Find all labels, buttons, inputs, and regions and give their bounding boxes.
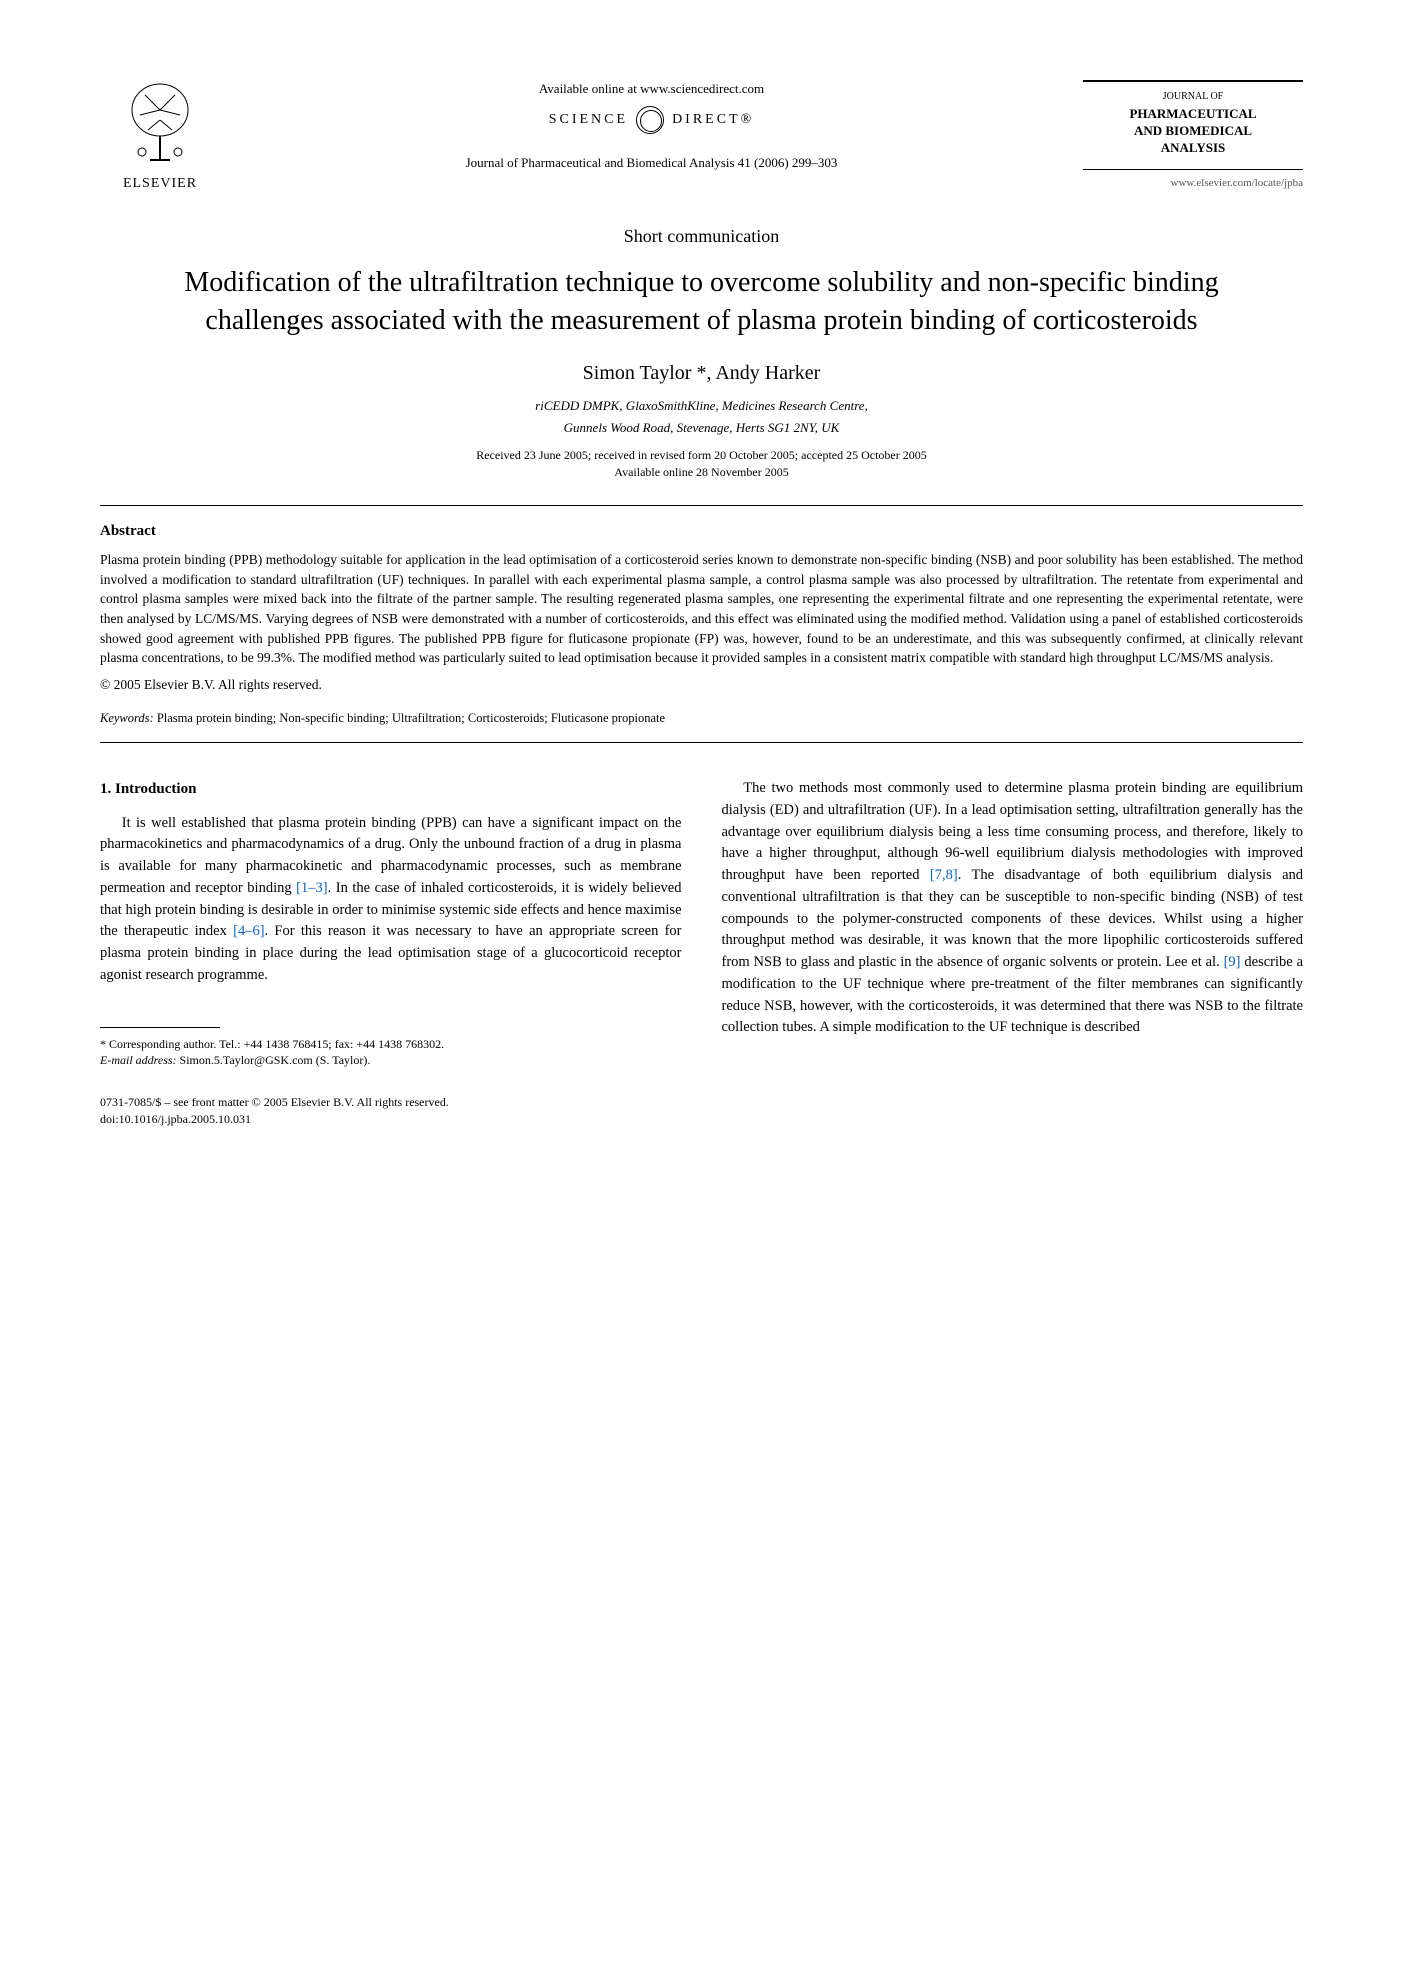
email-value: Simon.5.Taylor@GSK.com (S. Taylor). xyxy=(177,1053,371,1067)
journal-box-top: JOURNAL OF xyxy=(1103,90,1283,104)
rule-below-keywords xyxy=(100,742,1303,743)
column-right: The two methods most commonly used to de… xyxy=(722,778,1304,1069)
journal-box-line2: AND BIOMEDICAL xyxy=(1103,123,1283,140)
doi: doi:10.1016/j.jpba.2005.10.031 xyxy=(100,1111,1303,1128)
available-online-text: Available online at www.sciencedirect.co… xyxy=(240,80,1063,98)
journal-box-line3: ANALYSIS xyxy=(1103,140,1283,157)
sciencedirect-right: DIRECT® xyxy=(672,110,754,130)
corresponding-author-footnote: * Corresponding author. Tel.: +44 1438 7… xyxy=(100,1036,682,1070)
ref-link-1-3[interactable]: [1–3] xyxy=(296,880,327,896)
abstract-copyright: © 2005 Elsevier B.V. All rights reserved… xyxy=(100,676,1303,695)
column-left: 1. Introduction It is well established t… xyxy=(100,778,682,1069)
sciencedirect-logo: SCIENCE DIRECT® xyxy=(240,106,1063,134)
footnote-rule xyxy=(100,1027,220,1028)
front-matter: 0731-7085/$ – see front matter © 2005 El… xyxy=(100,1094,1303,1111)
elsevier-tree-icon xyxy=(120,80,200,170)
keywords-label: Keywords: xyxy=(100,711,154,725)
article-dates: Received 23 June 2005; received in revis… xyxy=(100,447,1303,481)
footer: 0731-7085/$ – see front matter © 2005 El… xyxy=(100,1094,1303,1128)
abstract-text: Plasma protein binding (PPB) methodology… xyxy=(100,550,1303,667)
keywords: Keywords: Plasma protein binding; Non-sp… xyxy=(100,710,1303,728)
ref-link-4-6[interactable]: [4–6] xyxy=(233,923,264,939)
authors: Simon Taylor *, Andy Harker xyxy=(100,359,1303,387)
abstract-heading: Abstract xyxy=(100,521,1303,542)
affiliation-line2: Gunnels Wood Road, Stevenage, Herts SG1 … xyxy=(100,419,1303,437)
corresponding-author: * Corresponding author. Tel.: +44 1438 7… xyxy=(100,1036,682,1053)
intro-paragraph-1: It is well established that plasma prote… xyxy=(100,813,682,987)
ref-link-7-8[interactable]: [7,8] xyxy=(930,867,958,883)
dates-received: Received 23 June 2005; received in revis… xyxy=(100,447,1303,464)
sciencedirect-icon xyxy=(636,106,664,134)
email-label: E-mail address: xyxy=(100,1053,177,1067)
ref-link-9[interactable]: [9] xyxy=(1224,954,1241,970)
section-1-heading: 1. Introduction xyxy=(100,778,682,801)
sciencedirect-left: SCIENCE xyxy=(549,110,628,130)
elsevier-label: ELSEVIER xyxy=(123,174,197,194)
journal-title-box: JOURNAL OF PHARMACEUTICAL AND BIOMEDICAL… xyxy=(1083,80,1303,170)
keywords-text: Plasma protein binding; Non-specific bin… xyxy=(154,711,665,725)
journal-box-container: JOURNAL OF PHARMACEUTICAL AND BIOMEDICAL… xyxy=(1083,80,1303,191)
page-header: ELSEVIER Available online at www.science… xyxy=(100,80,1303,194)
dates-available: Available online 28 November 2005 xyxy=(100,464,1303,481)
article-title: Modification of the ultrafiltration tech… xyxy=(100,264,1303,340)
journal-url: www.elsevier.com/locate/jpba xyxy=(1171,176,1303,191)
abstract-body: Plasma protein binding (PPB) methodology… xyxy=(100,552,1303,665)
article-type: Short communication xyxy=(100,224,1303,249)
journal-citation: Journal of Pharmaceutical and Biomedical… xyxy=(240,154,1063,172)
intro-paragraph-2: The two methods most commonly used to de… xyxy=(722,778,1304,1039)
body-columns: 1. Introduction It is well established t… xyxy=(100,778,1303,1069)
journal-box-line1: PHARMACEUTICAL xyxy=(1103,106,1283,123)
corresponding-email: E-mail address: Simon.5.Taylor@GSK.com (… xyxy=(100,1052,682,1069)
center-header: Available online at www.sciencedirect.co… xyxy=(220,80,1083,172)
rule-above-abstract xyxy=(100,505,1303,506)
affiliation-line1: riCEDD DMPK, GlaxoSmithKline, Medicines … xyxy=(100,397,1303,415)
elsevier-logo: ELSEVIER xyxy=(100,80,220,194)
